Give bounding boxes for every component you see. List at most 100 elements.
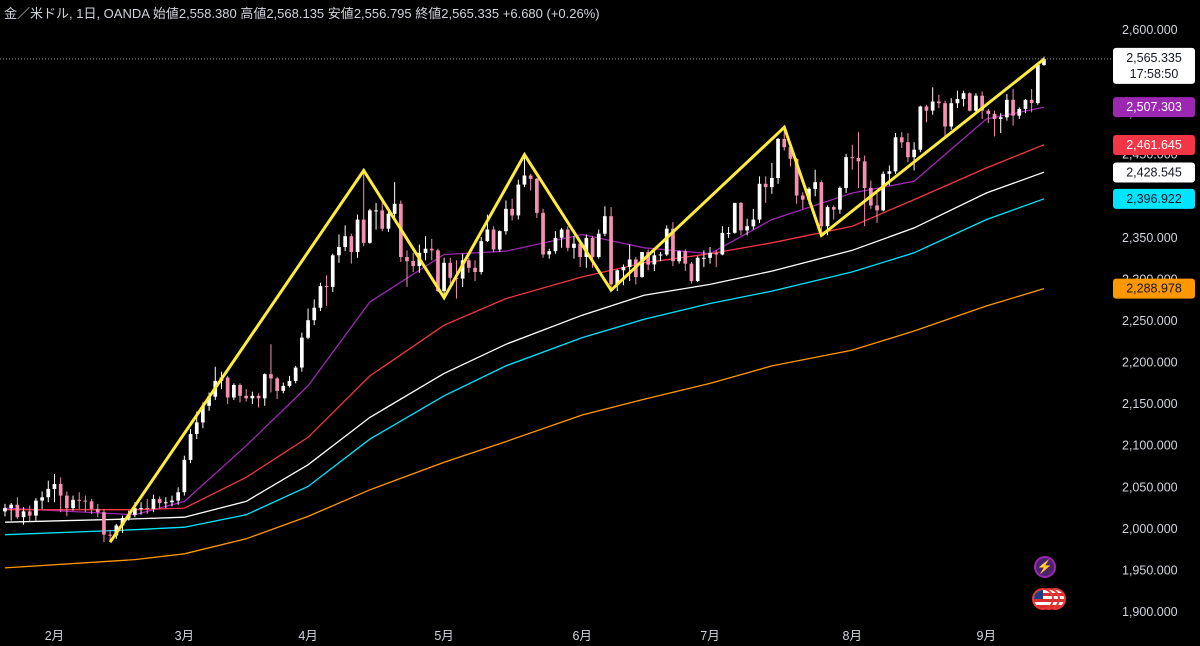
candle-body	[145, 508, 150, 510]
candle-body	[250, 395, 255, 399]
candle-body	[720, 232, 725, 255]
candle-body	[745, 226, 749, 231]
high-value: 2,568.135	[266, 6, 325, 21]
candle-body	[448, 262, 453, 278]
candle-body	[609, 216, 613, 285]
y-tick-label: 2,050.000	[1122, 480, 1178, 494]
candle-body	[565, 229, 570, 248]
candle-body	[751, 219, 756, 227]
candle-body	[732, 202, 737, 233]
candle-body	[689, 263, 694, 282]
y-tick-label: 1,900.000	[1122, 605, 1178, 619]
price-badges: 2,565.335 17:58:50 2,507.303 2,461.645 2,428…	[1113, 47, 1195, 299]
candle-body	[349, 236, 354, 252]
time-axis[interactable]: 2月 3月 4月 5月 6月 7月 8月 9月	[45, 629, 996, 643]
candle-body	[442, 262, 446, 292]
candle-body	[256, 395, 261, 399]
candle-body	[1036, 64, 1040, 104]
candle-body	[238, 385, 242, 396]
candle-body	[739, 202, 743, 231]
candle-body	[355, 219, 360, 252]
candle-body	[937, 101, 941, 104]
candle-body	[652, 255, 657, 265]
candle-body	[528, 175, 533, 179]
candle-body	[838, 188, 842, 210]
moving-average-line	[4, 171, 1045, 523]
candle-body	[207, 396, 211, 406]
symbol-name[interactable]: 金／米ドル, 1日, OANDA	[4, 6, 150, 21]
candle-body	[535, 178, 539, 213]
candle-body	[980, 95, 984, 111]
moving-average-line	[4, 287, 1045, 569]
candle-body	[232, 385, 236, 398]
candle-body	[188, 434, 193, 460]
us-flag-icon[interactable]	[1032, 588, 1054, 610]
candle-body	[664, 228, 669, 255]
candle-body	[176, 492, 180, 501]
change-value: +6.680 (+0.26%)	[502, 6, 600, 21]
candle-body	[1017, 109, 1022, 116]
symbol-header: 金／米ドル, 1日, OANDA 始値2,558.380 高値2,568.135…	[4, 3, 600, 22]
high-label: 高値	[240, 6, 267, 21]
candle-body	[139, 508, 143, 510]
candle-body	[541, 212, 545, 255]
candle-body	[473, 267, 477, 272]
candle-body	[194, 422, 199, 434]
candle-body	[807, 188, 811, 200]
y-tick-label: 2,150.000	[1122, 397, 1178, 411]
candle-body	[58, 484, 63, 496]
candle-body	[170, 500, 174, 503]
y-tick-label: 2,600.000	[1122, 23, 1178, 37]
candle-body	[244, 395, 248, 399]
candle-body	[770, 178, 774, 188]
candle-body	[695, 257, 700, 282]
candle-body	[392, 203, 397, 214]
candle-body	[615, 270, 620, 285]
candle-body	[386, 213, 391, 229]
y-tick-label: 1,950.000	[1122, 563, 1178, 577]
candle-body	[269, 374, 273, 379]
countdown-timer: 17:58:50	[1130, 67, 1179, 81]
candle-body	[875, 205, 879, 211]
candle-body	[312, 307, 317, 321]
price-badge	[1113, 47, 1195, 84]
candle-body	[788, 147, 793, 159]
low-label: 安値	[327, 6, 354, 21]
y-tick-label: 2,200.000	[1122, 356, 1178, 370]
candle-body	[491, 229, 496, 250]
candle-body	[337, 247, 341, 256]
candle-body	[71, 499, 75, 509]
candle-body	[677, 251, 681, 262]
x-tick-label: 9月	[977, 629, 996, 643]
candle-body	[225, 377, 230, 398]
price-badge	[1113, 278, 1195, 299]
candle-body	[603, 216, 607, 234]
price-badge-label: 2,288.978	[1126, 282, 1182, 296]
candle-body	[572, 243, 576, 248]
candle-body	[782, 138, 787, 148]
candle-body	[504, 208, 508, 232]
candle-body	[831, 207, 836, 210]
candle-body	[467, 260, 471, 268]
candle-body	[3, 508, 7, 512]
candle-body	[324, 286, 329, 288]
candle-body	[998, 117, 1003, 119]
candle-body	[27, 511, 32, 516]
candle-body	[714, 252, 719, 255]
candle-body	[361, 219, 366, 243]
price-badge-label: 2,461.645	[1126, 138, 1182, 152]
y-tick-label: 2,000.000	[1122, 522, 1178, 536]
candle-body	[986, 110, 991, 114]
candle-body	[578, 243, 582, 257]
moving-average-line	[4, 198, 1045, 536]
candle-body	[776, 138, 780, 178]
candle-body	[163, 502, 168, 504]
x-tick-label: 2月	[45, 629, 64, 643]
candle-body	[627, 259, 632, 267]
candle-body	[497, 231, 502, 250]
bolt-icon[interactable]: ⚡	[1034, 556, 1056, 578]
candle-body	[65, 495, 69, 509]
candle-body	[881, 173, 885, 211]
candle-body	[21, 511, 26, 518]
